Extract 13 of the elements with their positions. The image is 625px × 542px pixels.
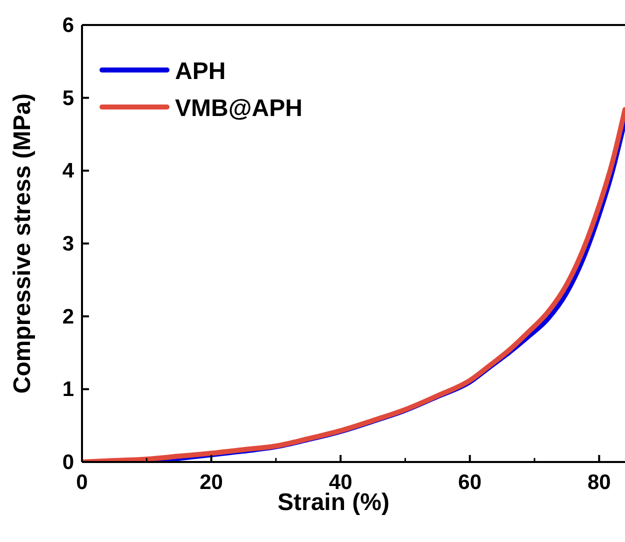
legend-label: VMB@APH	[175, 95, 302, 122]
y-tick-label: 3	[62, 232, 74, 256]
x-tick-label: 80	[587, 471, 611, 494]
y-tick-label: 5	[62, 86, 74, 110]
y-tick-label: 0	[62, 451, 74, 474]
y-axis-title: Compressive stress (MPa)	[9, 93, 36, 394]
y-tick-label: 4	[62, 160, 74, 183]
y-tick-label: 1	[62, 378, 74, 402]
y-tick-label: 2	[62, 305, 74, 328]
x-tick-label: 60	[458, 471, 482, 494]
legend-label: APH	[175, 58, 226, 85]
x-tick-label: 20	[200, 471, 223, 494]
y-tick-label: 6	[62, 14, 74, 37]
